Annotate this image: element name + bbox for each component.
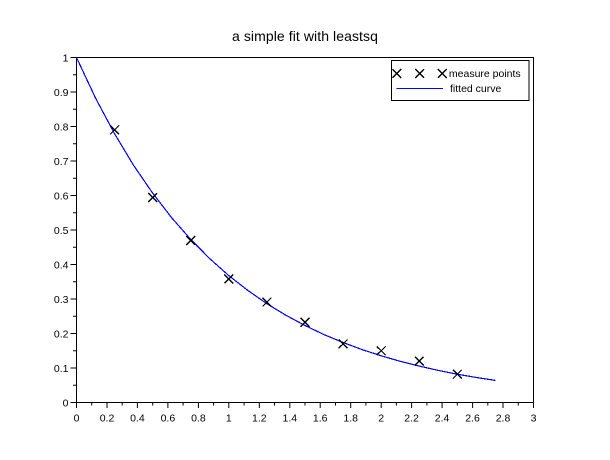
svg-text:2: 2 [378,413,384,425]
svg-text:1.6: 1.6 [313,413,328,425]
svg-text:2.4: 2.4 [435,413,450,425]
svg-text:0.7: 0.7 [54,156,69,168]
svg-text:2.6: 2.6 [465,413,480,425]
svg-text:0.2: 0.2 [54,328,69,340]
svg-text:a simple fit with leastsq: a simple fit with leastsq [232,28,378,44]
svg-text:3: 3 [531,413,537,425]
svg-text:0.1: 0.1 [54,363,69,375]
svg-text:0.4: 0.4 [130,413,145,425]
svg-text:0.9: 0.9 [54,87,69,99]
svg-text:fitted curve: fitted curve [450,83,502,95]
svg-text:0.3: 0.3 [54,294,69,306]
svg-text:0.6: 0.6 [54,190,69,202]
svg-text:1: 1 [63,52,69,64]
svg-text:2.8: 2.8 [496,413,511,425]
svg-text:0.4: 0.4 [54,259,69,271]
svg-text:0.5: 0.5 [54,225,69,237]
svg-text:measure points: measure points [449,68,521,80]
svg-text:0.6: 0.6 [161,413,176,425]
svg-text:1.4: 1.4 [282,413,297,425]
svg-text:0: 0 [74,413,80,425]
svg-text:0.8: 0.8 [191,413,206,425]
svg-text:0: 0 [63,397,69,409]
svg-text:0.8: 0.8 [54,121,69,133]
svg-text:1.8: 1.8 [343,413,358,425]
svg-text:2.2: 2.2 [404,413,419,425]
svg-text:0.2: 0.2 [100,413,115,425]
svg-text:1.2: 1.2 [252,413,267,425]
svg-text:1: 1 [226,413,232,425]
